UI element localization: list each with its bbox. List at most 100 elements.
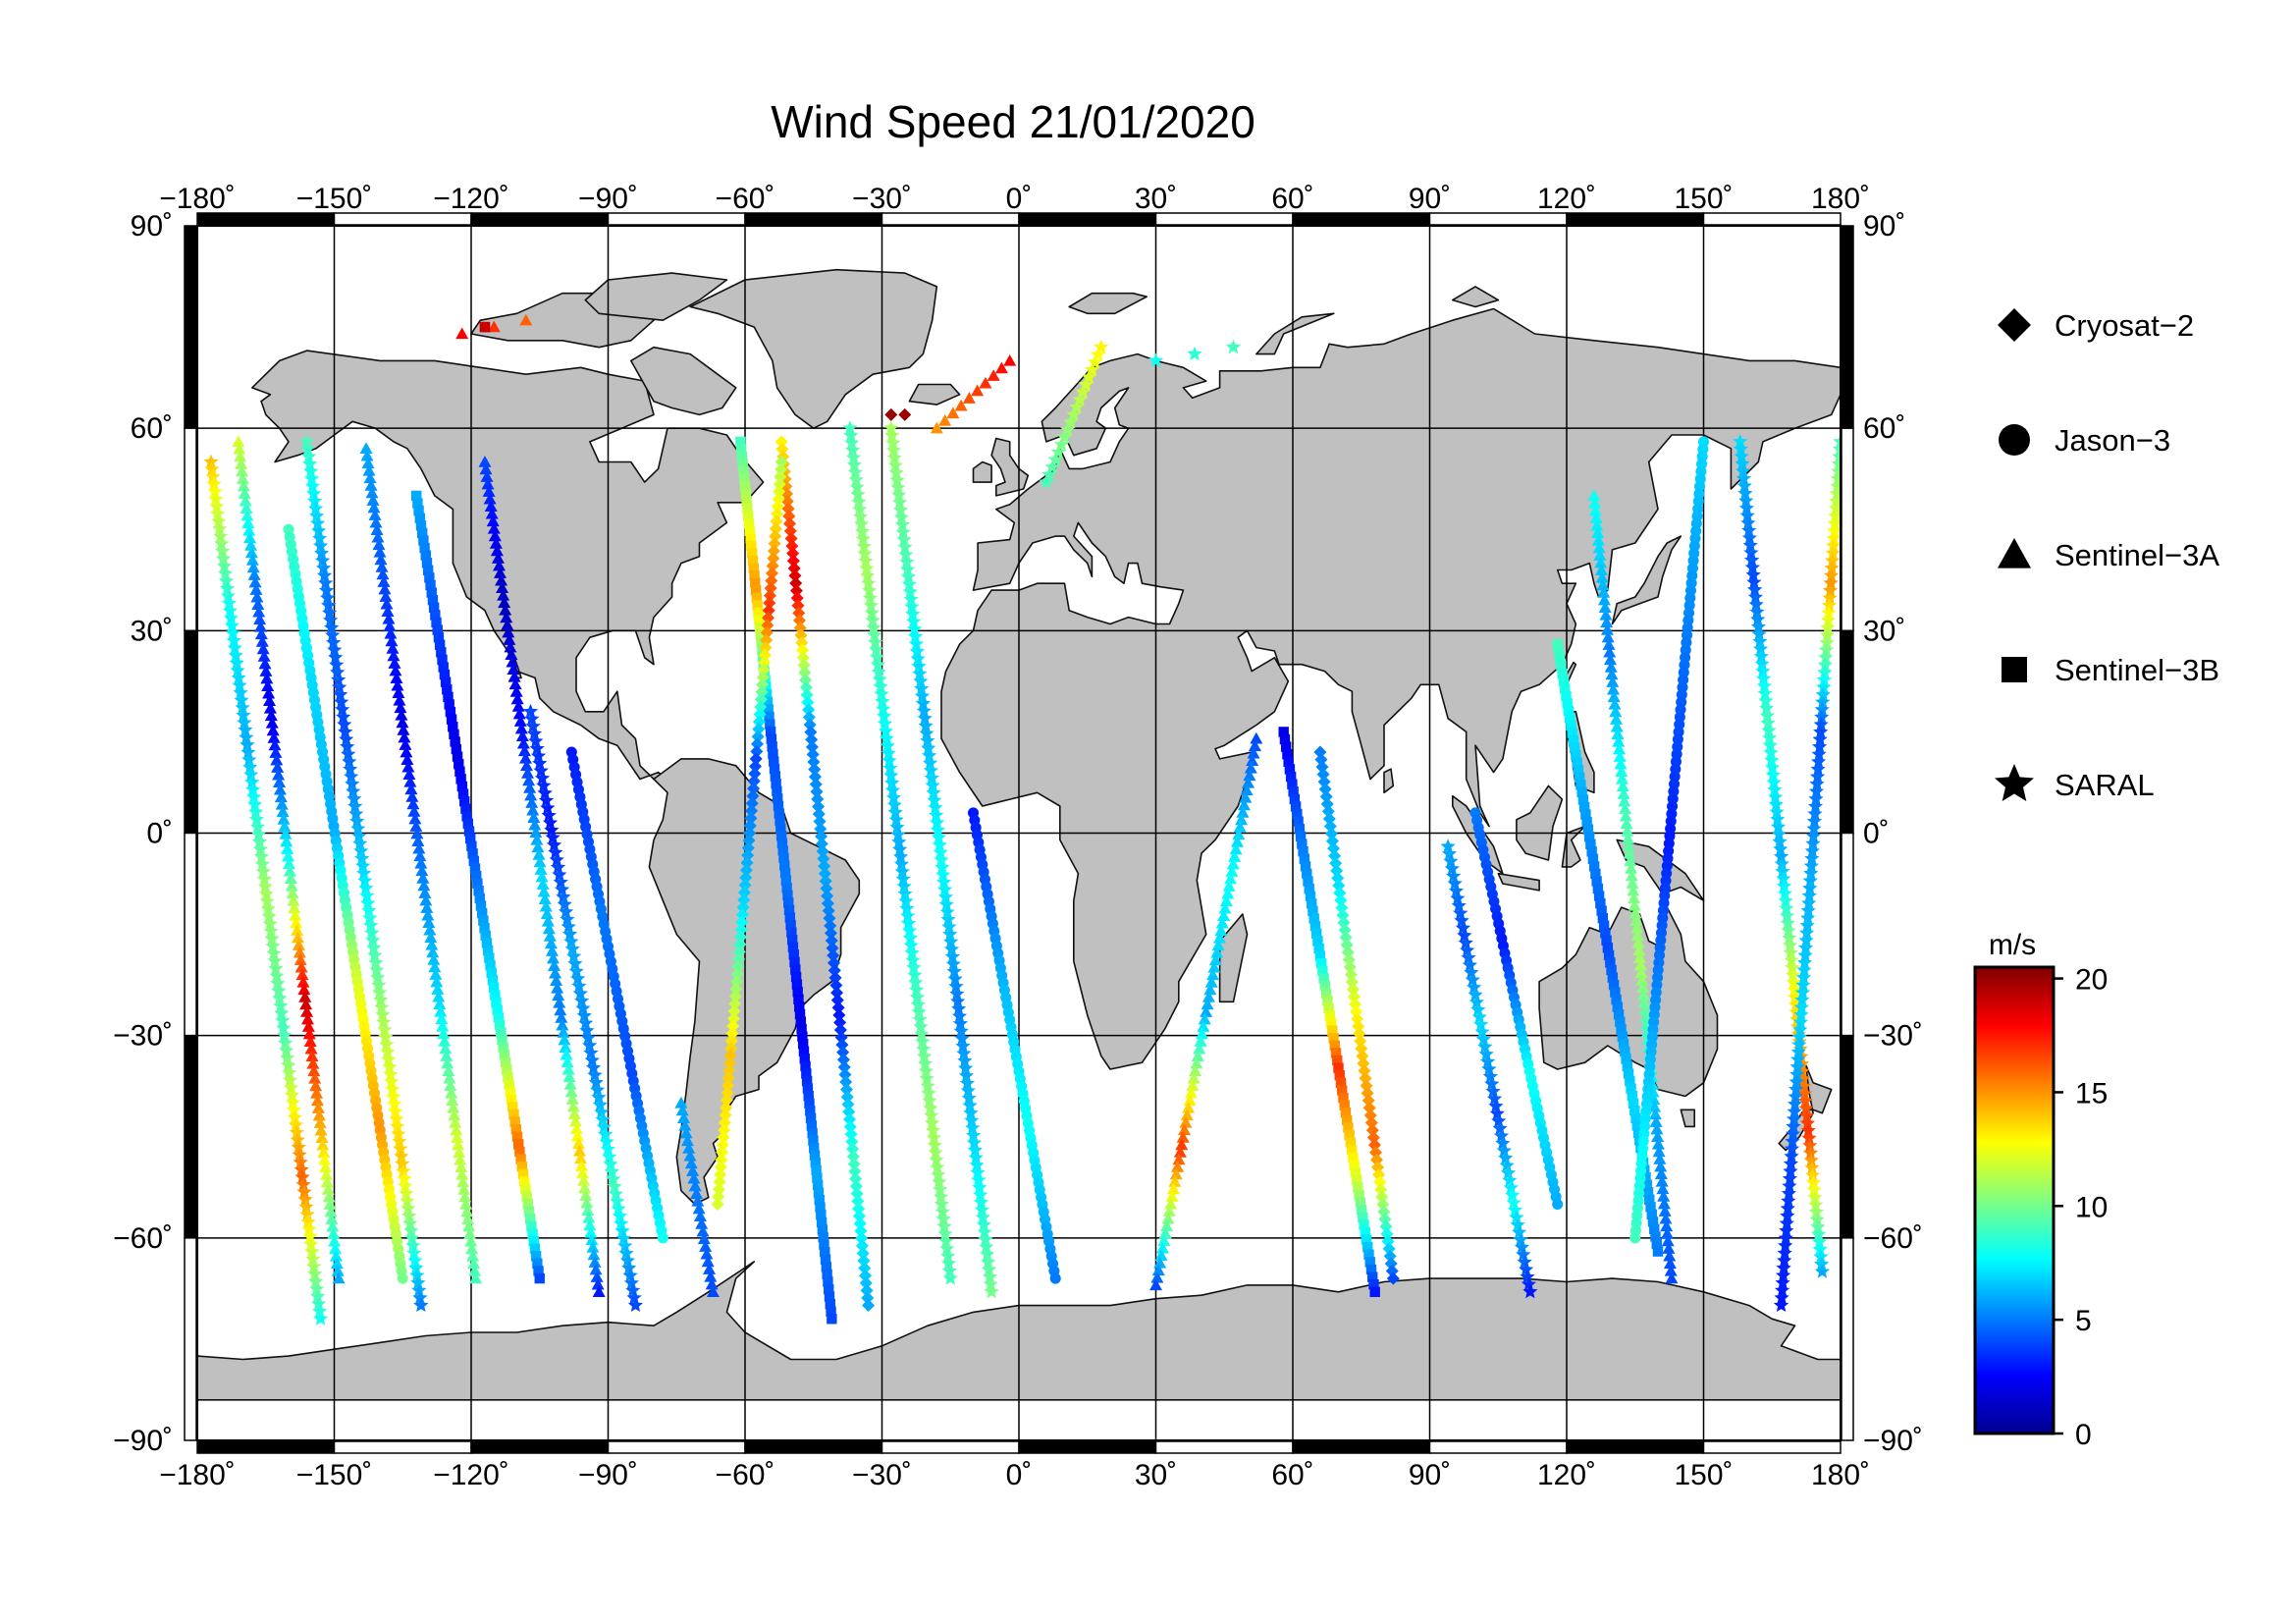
map-border — [196, 225, 1842, 1441]
saral-marker — [561, 919, 576, 934]
sentinel-3a-marker — [674, 1096, 688, 1109]
sentinel-3a-marker — [461, 1213, 475, 1224]
saral-marker — [340, 738, 355, 754]
sentinel-3b-marker — [739, 473, 750, 484]
saral-marker — [899, 900, 915, 916]
saral-marker — [1464, 964, 1479, 980]
longitude-label-top: −150˚ — [296, 183, 373, 215]
sentinel-3a-marker — [574, 1152, 588, 1164]
saral-marker — [888, 812, 904, 827]
saral-marker — [956, 1046, 972, 1060]
saral-marker — [223, 610, 239, 625]
saral-marker — [330, 665, 346, 679]
sentinel-3a-marker — [1198, 1012, 1211, 1025]
sentinel-3a-marker — [699, 1240, 713, 1252]
legend-label: Sentinel−3A — [2055, 538, 2219, 572]
sentinel-3b-marker — [801, 1075, 813, 1087]
sentinel-3a-marker — [1648, 1108, 1662, 1120]
latitude-labels-left: 90˚60˚30˚0˚−30˚−60˚−90˚ — [113, 210, 173, 1457]
saral-marker — [921, 740, 936, 755]
sentinel-3b-marker — [1287, 779, 1298, 789]
sentinel-3a-marker — [427, 953, 441, 965]
cryosat-2-marker — [1346, 983, 1360, 997]
saral-marker — [1778, 893, 1793, 908]
saral-marker — [858, 553, 874, 568]
saral-marker — [903, 938, 919, 952]
latitude-label-right: −60˚ — [1863, 1222, 1923, 1255]
saral-marker — [1798, 1101, 1814, 1115]
sentinel-3a-marker — [1206, 968, 1220, 981]
sentinel-3b-marker — [1575, 780, 1586, 790]
saral-marker — [932, 1174, 947, 1189]
saral-marker — [319, 582, 335, 597]
sentinel-3a-marker — [994, 361, 1008, 374]
saral-marker — [316, 560, 332, 575]
saral-marker — [342, 754, 357, 769]
saral-marker — [1773, 841, 1789, 856]
sentinel-3b-marker — [454, 759, 464, 770]
sentinel-3b-marker — [813, 1187, 825, 1198]
saral-marker — [608, 1186, 623, 1201]
saral-marker — [1784, 1141, 1800, 1156]
saral-marker — [909, 989, 926, 1004]
saral-marker — [1776, 878, 1792, 893]
saral-marker — [1773, 848, 1789, 863]
saral-marker — [241, 752, 257, 767]
saral-marker — [869, 642, 884, 657]
sentinel-3a-marker — [1590, 518, 1604, 531]
saral-marker — [899, 562, 916, 576]
sentinel-3a-marker — [1633, 951, 1647, 963]
saral-marker — [1785, 1133, 1800, 1149]
sentinel-3a-marker — [1602, 638, 1616, 650]
sentinel-3b-marker — [502, 1064, 512, 1075]
sentinel-3b-marker — [1333, 1062, 1344, 1073]
cryosat-2-marker — [784, 531, 798, 545]
sentinel-3b-marker — [1632, 1127, 1644, 1139]
sentinel-3a-marker — [297, 983, 311, 996]
colorbar-tick-label: 15 — [2075, 1077, 2108, 1109]
sentinel-3a-marker — [1606, 682, 1620, 695]
saral-marker — [204, 461, 220, 476]
sentinel-3a-marker — [587, 1248, 601, 1261]
sentinel-3b-marker — [1359, 1219, 1369, 1230]
sentinel-3a-marker — [552, 989, 565, 1001]
cryosat-2-marker — [739, 871, 753, 885]
saral-marker — [621, 1260, 637, 1275]
jason-3-marker — [1552, 1198, 1564, 1210]
saral-marker — [1801, 888, 1817, 902]
saral-marker — [883, 768, 899, 783]
sentinel-3a-marker — [375, 561, 389, 572]
sentinel-3a-marker — [462, 1219, 476, 1232]
saral-marker — [856, 538, 872, 554]
saral-marker — [297, 1191, 313, 1207]
sentinel-3a-marker — [1212, 931, 1226, 944]
cryosat-2-marker — [791, 599, 805, 613]
sentinel-3a-marker — [289, 909, 302, 921]
saral-marker — [1780, 915, 1795, 930]
cryosat-2-marker — [1317, 775, 1331, 788]
sentinel-3a-marker — [592, 1285, 606, 1298]
sentinel-3b-marker — [490, 990, 501, 1001]
saral-marker — [915, 1034, 931, 1049]
sentinel-3b-marker — [1613, 1009, 1625, 1020]
sentinel-3a-marker — [239, 494, 252, 507]
cryosat-2-marker — [828, 971, 842, 985]
sentinel-3a-marker — [500, 611, 513, 623]
saral-marker — [973, 1187, 988, 1202]
sentinel-3a-marker — [374, 553, 388, 566]
sentinel-3b-marker — [1591, 876, 1602, 887]
sentinel-3b-marker — [467, 848, 478, 859]
cryosat-2-marker — [774, 456, 788, 469]
saral-marker — [206, 476, 222, 491]
cryosat-2-marker — [843, 1120, 857, 1134]
saral-marker — [888, 464, 904, 480]
cryosat-2-marker — [813, 815, 827, 829]
cryosat-2-marker — [1356, 1050, 1369, 1063]
sentinel-3a-marker — [536, 878, 550, 890]
saral-marker — [1763, 744, 1779, 760]
saral-marker — [1776, 1260, 1791, 1275]
frame-segment — [184, 1034, 197, 1239]
longitude-label-top: 0˚ — [1006, 183, 1033, 215]
sentinel-3a-marker — [323, 1198, 337, 1210]
saral-marker — [1735, 463, 1751, 478]
